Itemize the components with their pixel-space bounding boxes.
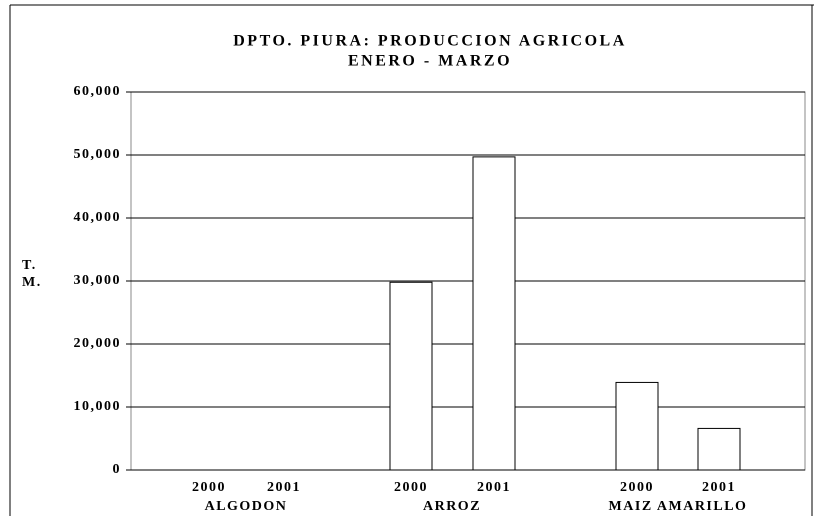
y-tick-label: 0 <box>113 462 122 477</box>
y-tick-label: 10,000 <box>74 399 122 414</box>
group-label: ARROZ <box>423 499 481 514</box>
chart-title: DPTO. PIURA: PRODUCCION AGRICOLA <box>233 33 627 50</box>
group-label: ALGODON <box>205 499 288 514</box>
chart-subtitle: ENERO - MARZO <box>348 53 512 70</box>
x-tick-label: 2001 <box>702 480 736 495</box>
bar <box>389 281 433 471</box>
x-tick-label: 2001 <box>477 480 511 495</box>
y-axis-label: M. <box>22 275 42 290</box>
y-tick-label: 20,000 <box>74 336 122 351</box>
y-tick-label: 50,000 <box>74 147 122 162</box>
bar <box>472 156 516 471</box>
group-label: MAIZ AMARILLO <box>609 499 748 514</box>
y-tick-label: 40,000 <box>74 210 122 225</box>
y-tick-label: 30,000 <box>74 273 122 288</box>
x-tick-label: 2001 <box>267 480 301 495</box>
x-tick-label: 2000 <box>620 480 654 495</box>
y-axis-label: T. <box>22 258 37 273</box>
y-tick-label: 60,000 <box>74 84 122 99</box>
x-tick-label: 2000 <box>192 480 226 495</box>
bar <box>697 427 741 471</box>
x-tick-label: 2000 <box>394 480 428 495</box>
bar <box>615 381 659 471</box>
